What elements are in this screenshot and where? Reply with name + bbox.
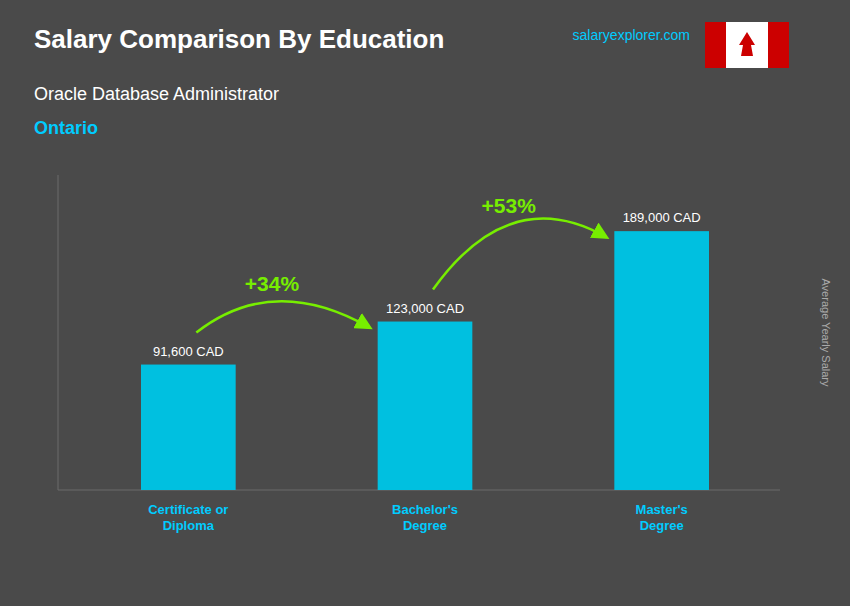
data-label: 123,000 CAD <box>386 301 464 316</box>
source: salaryexplorer.com <box>573 27 691 43</box>
flag-stripe <box>705 22 726 68</box>
background <box>0 0 850 606</box>
category-label-line: Bachelor's <box>392 502 458 517</box>
category-label: Certificate orDiploma <box>148 502 228 533</box>
chart-container: Salary Comparison By Education Oracle Dat… <box>0 0 850 606</box>
data-label: 91,600 CAD <box>153 344 224 359</box>
annotation-arrow <box>433 219 606 290</box>
category-label-line: Certificate or <box>148 502 228 517</box>
bar <box>378 322 473 490</box>
annotation-arrow <box>196 301 369 332</box>
bar <box>614 231 709 490</box>
subtitle: Oracle Database Administrator <box>34 84 279 104</box>
category-label-line: Degree <box>403 518 447 533</box>
y-axis-line <box>58 175 59 490</box>
category-label-line: Master's <box>636 502 688 517</box>
category-label-line: Diploma <box>163 518 215 533</box>
flag-stripe <box>768 22 789 68</box>
annotation: +53% <box>482 194 537 217</box>
flag-field <box>705 22 789 68</box>
annotation: +34% <box>245 272 300 295</box>
category-label-line: Degree <box>640 518 684 533</box>
category-label: Bachelor'sDegree <box>392 502 458 533</box>
flag <box>705 22 789 68</box>
category-label: Master'sDegree <box>636 502 688 533</box>
title: Salary Comparison By Education <box>34 24 444 54</box>
bar <box>141 365 236 490</box>
data-label: 189,000 CAD <box>623 210 701 225</box>
y-axis-label: Average Yearly Salary <box>820 278 832 387</box>
chart: Salary Comparison By Education Oracle Dat… <box>0 0 850 606</box>
bars <box>141 231 709 490</box>
subtitle: Ontario <box>34 118 98 138</box>
flag-leaf <box>739 32 755 56</box>
